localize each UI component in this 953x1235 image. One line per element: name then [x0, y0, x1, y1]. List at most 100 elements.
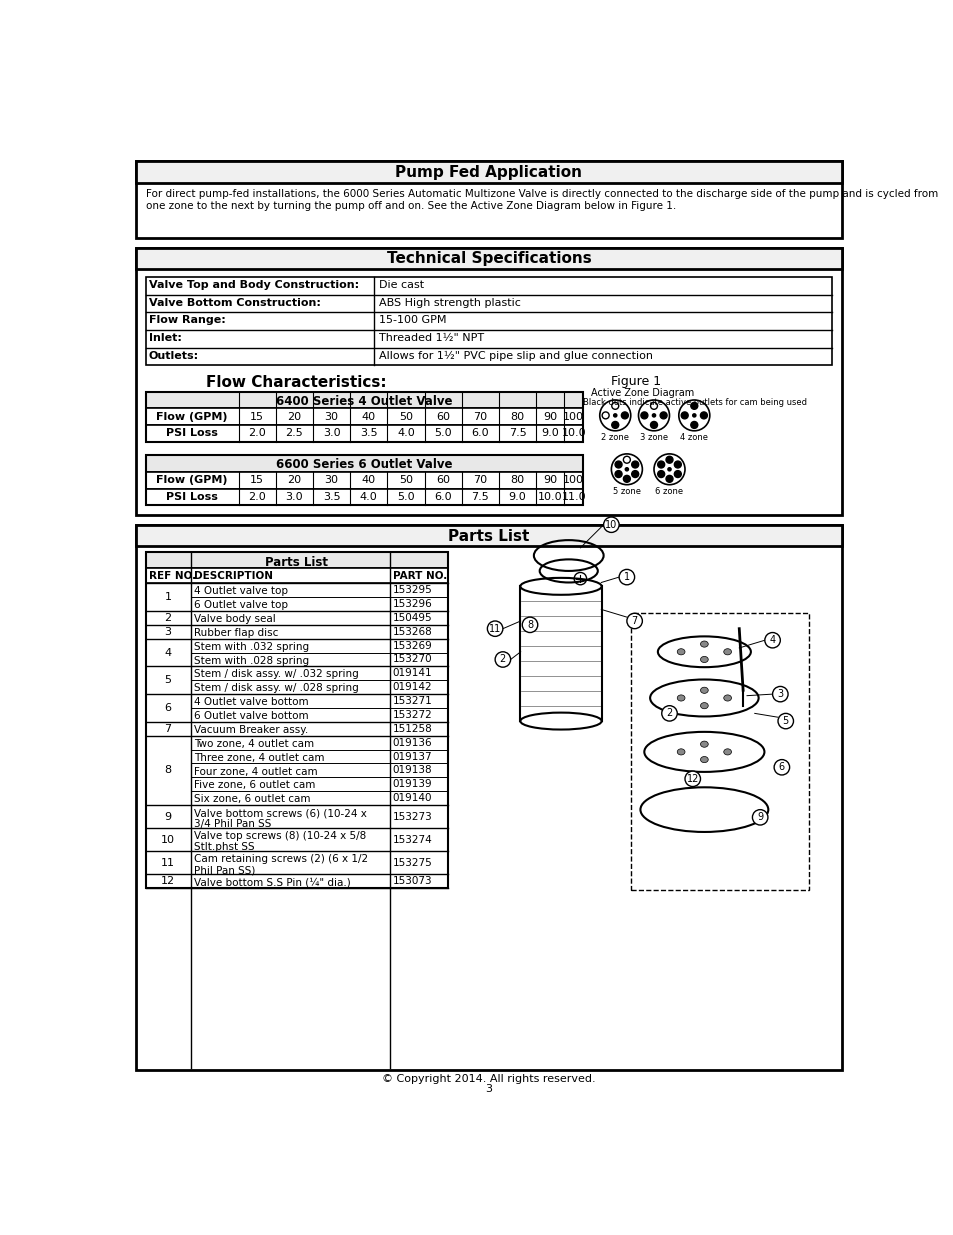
Circle shape — [684, 771, 700, 787]
Circle shape — [640, 412, 647, 419]
Text: Cam retaining screws (2) (6 x 1/2: Cam retaining screws (2) (6 x 1/2 — [193, 855, 368, 864]
Text: Valve Bottom Construction:: Valve Bottom Construction: — [149, 298, 320, 308]
Circle shape — [612, 412, 617, 417]
Text: 4: 4 — [769, 635, 775, 645]
Text: Parts List: Parts List — [265, 556, 328, 568]
Circle shape — [690, 421, 697, 429]
Ellipse shape — [677, 748, 684, 755]
Text: 7.5: 7.5 — [508, 429, 526, 438]
Text: Threaded 1½" NPT: Threaded 1½" NPT — [378, 333, 483, 343]
Text: 80: 80 — [510, 474, 524, 484]
Bar — [146, 472, 583, 489]
Text: 1: 1 — [165, 592, 172, 603]
Circle shape — [624, 467, 629, 472]
Bar — [146, 277, 831, 366]
Text: 6 zone: 6 zone — [655, 487, 683, 496]
Text: 40: 40 — [361, 474, 375, 484]
Text: Die cast: Die cast — [378, 280, 423, 290]
Text: 6.0: 6.0 — [434, 492, 452, 501]
Circle shape — [764, 632, 780, 648]
Text: 9: 9 — [757, 813, 762, 823]
Text: 153269: 153269 — [393, 641, 432, 651]
Text: 3.0: 3.0 — [285, 492, 303, 501]
Circle shape — [691, 412, 696, 417]
Bar — [136, 247, 841, 515]
Circle shape — [620, 412, 628, 419]
Text: 4.0: 4.0 — [396, 429, 415, 438]
Text: 2.0: 2.0 — [248, 429, 266, 438]
Text: 153271: 153271 — [393, 697, 432, 706]
Text: 4.0: 4.0 — [359, 492, 377, 501]
Text: Figure 1: Figure 1 — [610, 374, 660, 388]
Text: 11: 11 — [489, 624, 500, 634]
Circle shape — [611, 421, 618, 429]
Text: 5 zone: 5 zone — [612, 487, 640, 496]
Bar — [136, 247, 841, 269]
Text: 019142: 019142 — [393, 682, 432, 692]
Text: 5: 5 — [165, 676, 172, 685]
Text: 12: 12 — [686, 774, 699, 784]
Text: 4: 4 — [164, 647, 172, 657]
Text: 5.0: 5.0 — [396, 492, 415, 501]
Text: 3 zone: 3 zone — [639, 433, 667, 442]
Text: 6 Outlet valve top: 6 Outlet valve top — [193, 600, 288, 610]
Bar — [146, 425, 583, 442]
Circle shape — [622, 475, 630, 483]
Circle shape — [495, 652, 510, 667]
Text: 153272: 153272 — [393, 710, 432, 720]
Text: 7.5: 7.5 — [471, 492, 489, 501]
Text: 6600 Series 6 Outlet Valve: 6600 Series 6 Outlet Valve — [276, 458, 453, 471]
Ellipse shape — [677, 695, 684, 701]
Text: 20: 20 — [287, 411, 301, 421]
Text: Flow (GPM): Flow (GPM) — [156, 411, 228, 421]
Text: 3/4 Phil Pan SS: 3/4 Phil Pan SS — [193, 819, 271, 829]
Text: 50: 50 — [398, 474, 413, 484]
Bar — [146, 552, 447, 568]
Bar — [136, 162, 841, 183]
Text: Valve Top and Body Construction:: Valve Top and Body Construction: — [149, 280, 358, 290]
Text: 153270: 153270 — [393, 655, 432, 664]
Text: Phil Pan SS): Phil Pan SS) — [193, 864, 254, 876]
Text: 11.0: 11.0 — [561, 492, 585, 501]
Text: Inlet:: Inlet: — [149, 333, 181, 343]
Circle shape — [772, 687, 787, 701]
Circle shape — [521, 618, 537, 632]
Ellipse shape — [723, 648, 731, 655]
Bar — [630, 614, 808, 890]
Text: PSI Loss: PSI Loss — [166, 492, 218, 501]
Text: 10.0: 10.0 — [561, 429, 585, 438]
Text: Stem / disk assy. w/ .032 spring: Stem / disk assy. w/ .032 spring — [193, 669, 358, 679]
Text: Valve body seal: Valve body seal — [193, 614, 275, 624]
Text: Allows for 1½" PVC pipe slip and glue connection: Allows for 1½" PVC pipe slip and glue co… — [378, 351, 652, 361]
Text: 4 Outlet valve bottom: 4 Outlet valve bottom — [193, 698, 308, 708]
Text: Valve top screws (8) (10-24 x 5/8: Valve top screws (8) (10-24 x 5/8 — [193, 831, 366, 841]
Text: 15: 15 — [250, 474, 264, 484]
Text: 019136: 019136 — [393, 737, 432, 747]
Text: 3: 3 — [165, 626, 172, 637]
Circle shape — [603, 517, 618, 532]
Ellipse shape — [700, 641, 707, 647]
Text: 9.0: 9.0 — [540, 429, 558, 438]
Text: PART NO.: PART NO. — [393, 571, 447, 580]
Text: Two zone, 4 outlet cam: Two zone, 4 outlet cam — [193, 739, 314, 748]
Text: 12: 12 — [161, 877, 175, 887]
Text: Flow Characteristics:: Flow Characteristics: — [206, 374, 387, 389]
Text: 10: 10 — [604, 520, 617, 530]
Ellipse shape — [700, 703, 707, 709]
Text: ABS High strength plastic: ABS High strength plastic — [378, 298, 520, 308]
Text: 3.5: 3.5 — [359, 429, 377, 438]
Circle shape — [666, 467, 671, 472]
Bar — [136, 525, 841, 1070]
Circle shape — [631, 471, 638, 478]
Text: Stlt.phst SS: Stlt.phst SS — [193, 842, 254, 852]
Text: 2.5: 2.5 — [285, 429, 303, 438]
Bar — [136, 525, 841, 546]
Text: 6 Outlet valve bottom: 6 Outlet valve bottom — [193, 711, 308, 721]
Text: PSI Loss: PSI Loss — [166, 429, 218, 438]
Circle shape — [661, 705, 677, 721]
Text: 019140: 019140 — [393, 793, 432, 803]
Text: 153073: 153073 — [393, 877, 432, 887]
Text: REF NO.: REF NO. — [149, 571, 195, 580]
Text: 3: 3 — [777, 689, 782, 699]
Text: 019138: 019138 — [393, 766, 432, 776]
